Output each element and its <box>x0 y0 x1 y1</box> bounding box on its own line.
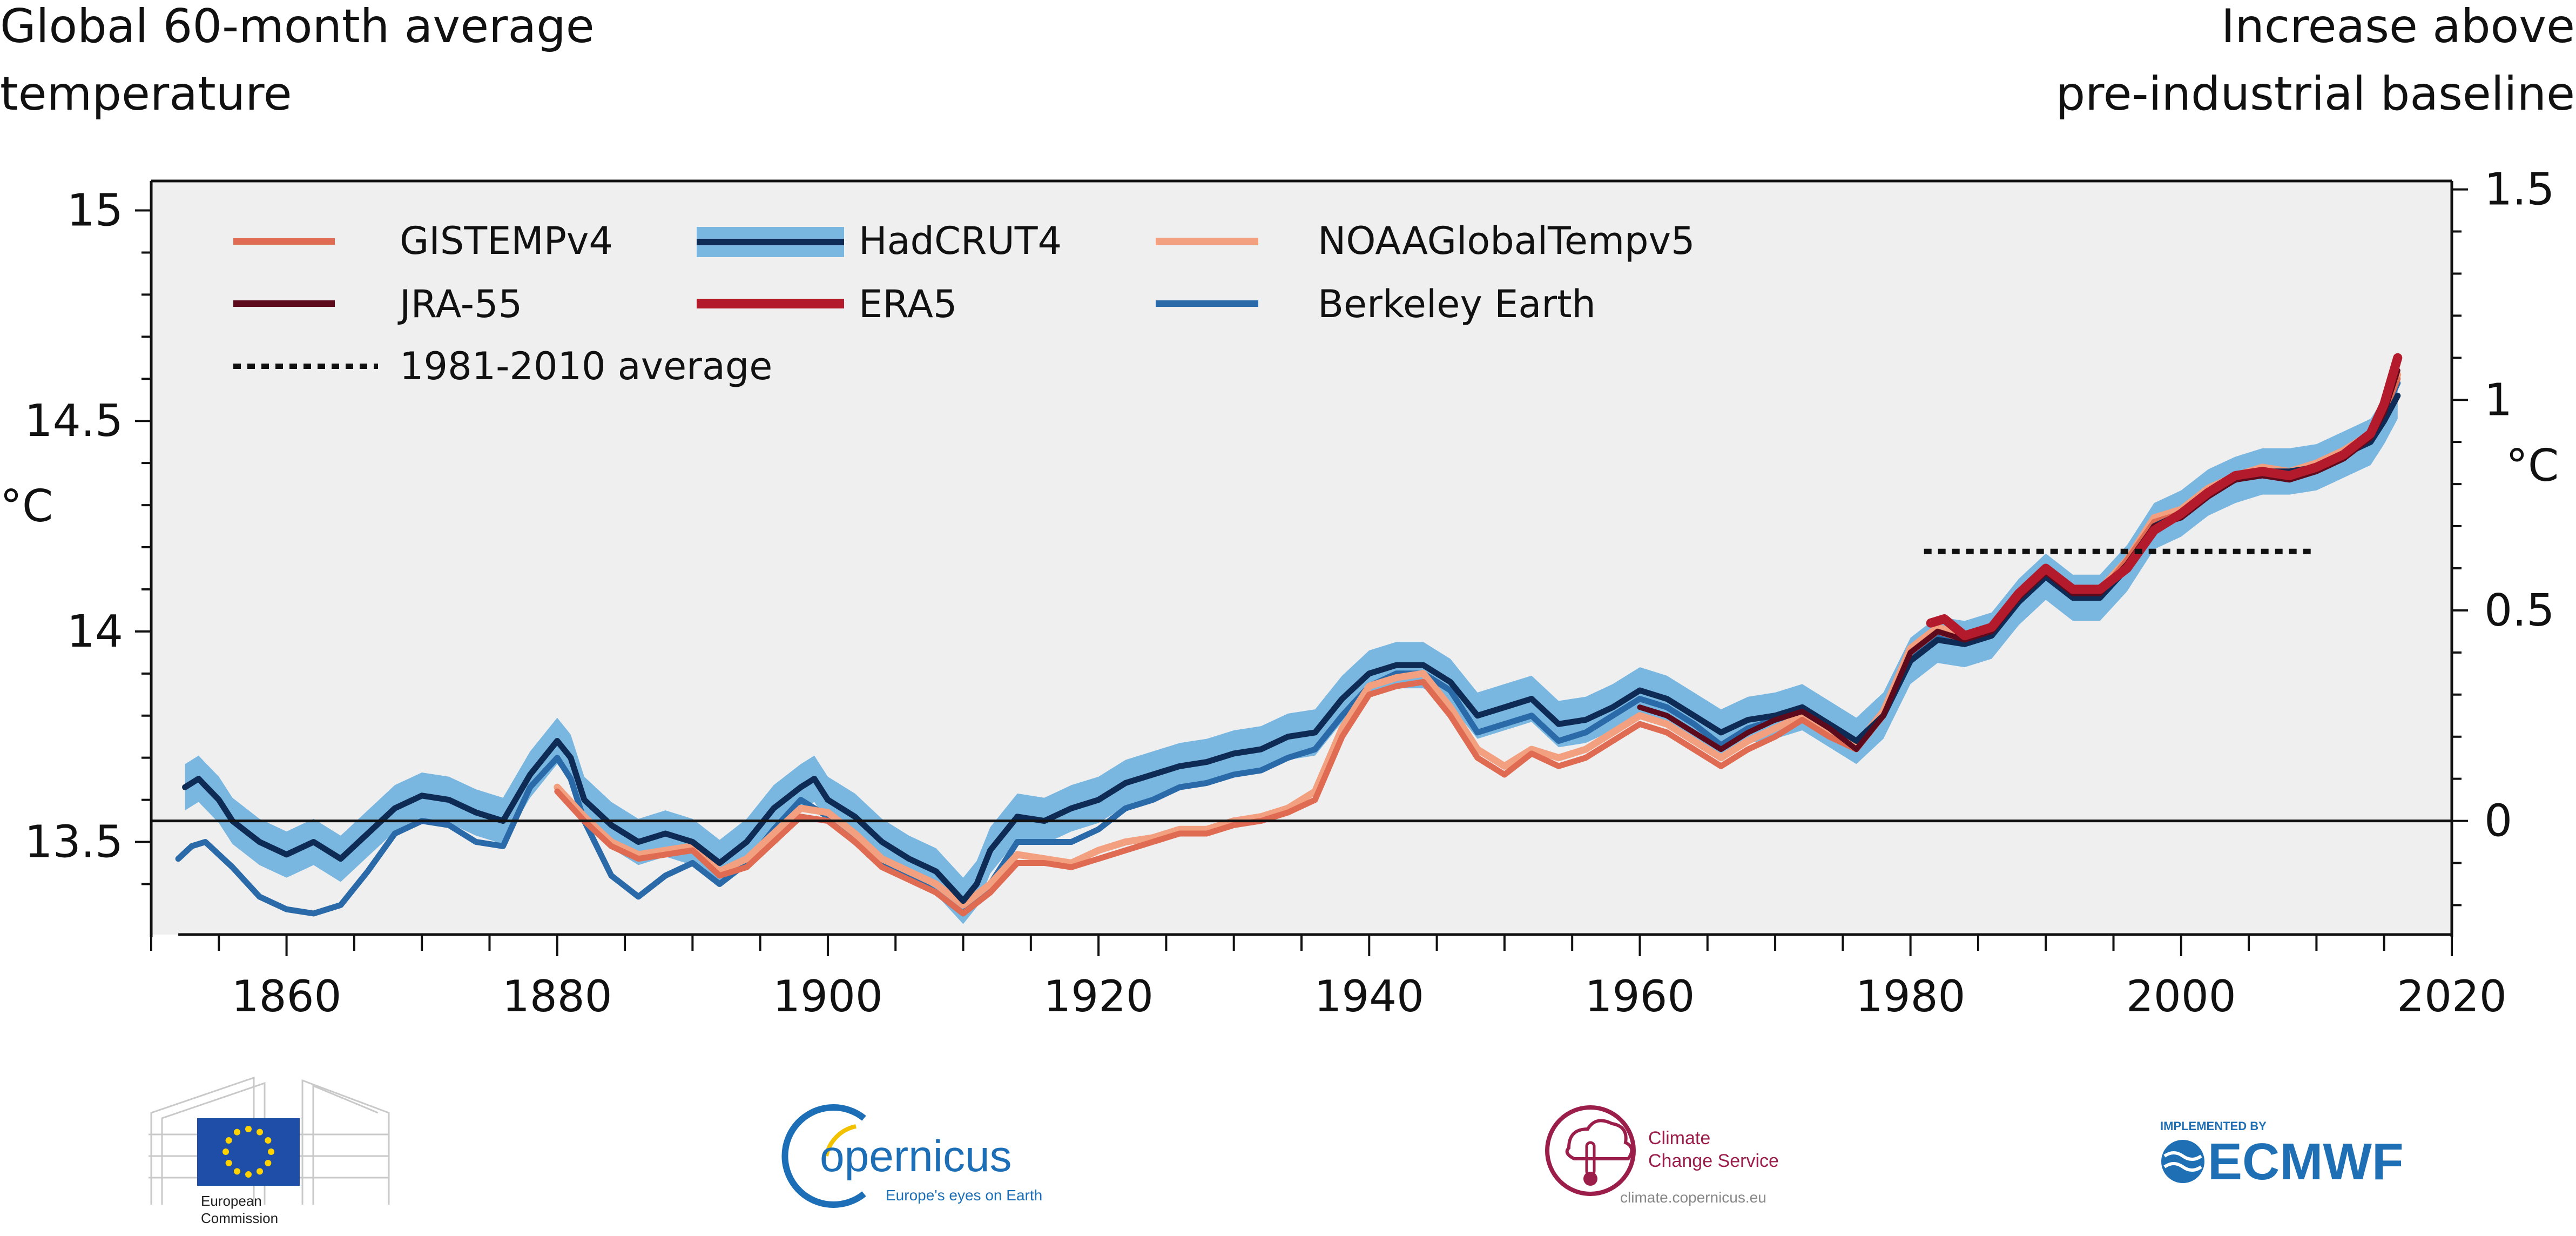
y-tick-label-left: 14.5 <box>24 395 123 447</box>
y-tick-label-right: 0.5 <box>2484 585 2554 636</box>
ecmwf-logo: IMPLEMENTED BY ECMWF <box>2160 1119 2404 1191</box>
y-tick-label-right: 1 <box>2484 374 2512 426</box>
c3s-ring <box>1545 1105 1636 1196</box>
ecmwf-emblem-icon <box>2161 1140 2204 1183</box>
climate-change-service-logo: Climate Change Service climate.copernicu… <box>1545 1105 1779 1206</box>
eu-star-icon <box>257 1168 263 1175</box>
y-tick-label-right: 1.5 <box>2484 164 2554 216</box>
ecmwf-wave-icon <box>2163 1151 2202 1172</box>
ecmwf-wordmark: ECMWF <box>2208 1133 2404 1191</box>
uncertainty-bands <box>185 372 2398 924</box>
x-tick-label: 1940 <box>1314 971 1424 1022</box>
legend-label-berkeley: Berkeley Earth <box>1318 282 1596 326</box>
copernicus-tagline: Europe's eyes on Earth <box>886 1187 1042 1204</box>
y-tick-label-left: 13.5 <box>24 817 123 868</box>
eu-star-icon <box>225 1137 232 1144</box>
legend: GISTEMPv4 HadCRUT4 NOAAGlobalTempv5 JRA-… <box>233 219 1695 388</box>
eu-star-icon <box>265 1160 272 1166</box>
x-tick-label: 2000 <box>2126 971 2236 1022</box>
y-axis-ticks: 13.5 14 14.5 15 0 0.5 1 1.5 <box>24 164 2554 906</box>
ecmwf-implemented-by: IMPLEMENTED BY <box>2160 1119 2267 1133</box>
copernicus-c-mark <box>781 1104 866 1208</box>
y-tick-label-right: 0 <box>2484 796 2512 847</box>
thermometer-bulb-icon <box>1583 1172 1597 1186</box>
eu-stars <box>222 1126 274 1178</box>
right-title-line2: pre-industrial baseline <box>2056 67 2575 121</box>
eu-star-icon <box>222 1148 229 1155</box>
x-tick-label: 1980 <box>1856 971 1966 1022</box>
x-tick-label: 1900 <box>773 971 883 1022</box>
eu-star-icon <box>245 1171 252 1178</box>
right-title-line1: Increase above <box>2221 0 2575 53</box>
legend-label-baseline: 1981-2010 average <box>400 344 772 388</box>
eu-star-icon <box>245 1126 252 1132</box>
left-unit-label: °C <box>0 481 53 532</box>
x-tick-label: 1880 <box>502 971 612 1022</box>
eu-star-icon <box>234 1168 240 1175</box>
eu-star-icon <box>225 1160 232 1166</box>
legend-label-era5: ERA5 <box>859 282 957 326</box>
legend-label-gistemp: GISTEMPv4 <box>400 219 613 263</box>
legend-label-hadcrut: HadCRUT4 <box>859 219 1062 263</box>
band-0 <box>185 372 2398 924</box>
left-title-line2: temperature <box>0 67 292 121</box>
eu-star-icon <box>257 1128 263 1136</box>
legend-label-noaa: NOAAGlobalTempv5 <box>1318 219 1695 263</box>
eu-star-icon <box>268 1148 274 1155</box>
legend-label-jra55: JRA-55 <box>397 282 522 326</box>
ec-name-line1: European <box>201 1193 262 1209</box>
ec-name-line2: Commission <box>201 1210 278 1226</box>
series-line-hadcrut4 <box>182 393 2401 904</box>
eu-star-icon <box>265 1137 272 1144</box>
copernicus-logo: opernicus Europe's eyes on Earth <box>781 1104 1042 1208</box>
european-commission-logo: European Commission <box>149 1076 390 1226</box>
x-tick-label: 2020 <box>2397 971 2507 1022</box>
left-title-line1: Global 60-month average <box>0 0 595 53</box>
reference-lines <box>151 548 2452 823</box>
series-line-era5 <box>1926 353 2403 641</box>
right-unit-label: °C <box>2506 440 2559 492</box>
series-lines <box>175 353 2403 917</box>
copernicus-accent <box>824 1124 857 1157</box>
c3s-title-line2: Change Service <box>1648 1151 1779 1171</box>
c3s-url: climate.copernicus.eu <box>1620 1189 1766 1206</box>
cloud-icon <box>1565 1119 1634 1160</box>
x-axis-ticks: 1860 1880 1900 1920 1940 1960 1980 2000 2020 <box>150 933 2507 1022</box>
x-tick-label: 1960 <box>1585 971 1695 1022</box>
eu-star-icon <box>234 1128 240 1136</box>
x-tick-label: 1920 <box>1043 971 1154 1022</box>
copernicus-wordmark: opernicus <box>820 1132 1012 1181</box>
y-tick-label-left: 14 <box>67 606 123 657</box>
x-tick-label: 1860 <box>232 971 342 1022</box>
c3s-title-line1: Climate <box>1648 1128 1710 1148</box>
y-tick-label-left: 15 <box>67 185 123 237</box>
